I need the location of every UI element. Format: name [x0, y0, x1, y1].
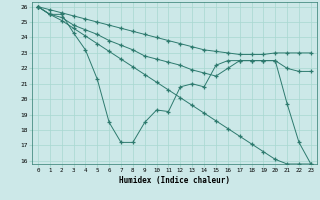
X-axis label: Humidex (Indice chaleur): Humidex (Indice chaleur) [119, 176, 230, 185]
